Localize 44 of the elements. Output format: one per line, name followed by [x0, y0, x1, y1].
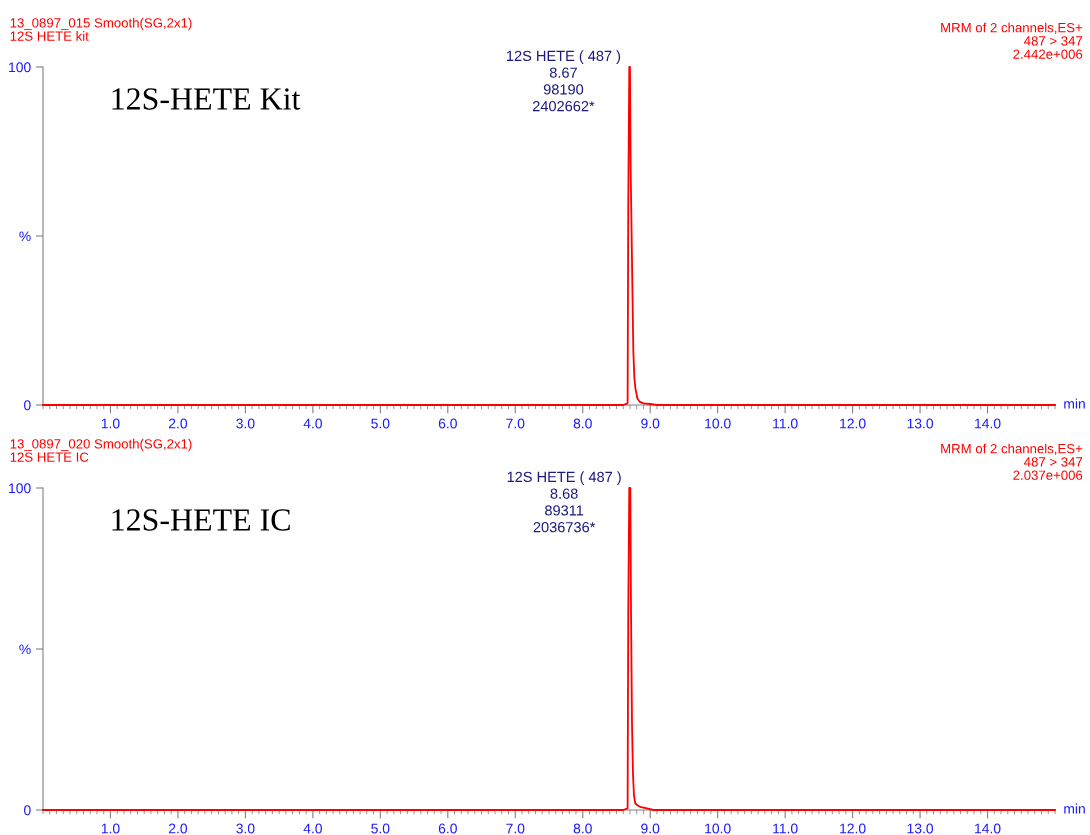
x-tick-label: 11.0	[773, 823, 798, 834]
x-tick-label: 5.0	[371, 823, 390, 834]
x-tick-label: 2.0	[168, 418, 188, 429]
x-tick-label: 7.0	[506, 418, 525, 429]
x-tick-label: 7.0	[506, 823, 525, 834]
x-tick-label: 8.0	[573, 823, 592, 834]
annotation: 12S HETE ( 487 ) 8.68 89311 2036736*	[507, 471, 621, 533]
x-tick-label: 12.0	[840, 823, 866, 834]
x-tick-label: 14.0	[975, 418, 1001, 429]
y-tick-label: 0	[24, 805, 31, 816]
chart-subtitle: 13_0897_015 Smooth(SG,2x1) 12S HETE kit	[10, 17, 192, 41]
x-tick-label: 13.0	[907, 823, 934, 834]
y-tick-label: 100	[9, 62, 31, 73]
x-tick-label: 13.0	[907, 418, 934, 429]
x-tick-label: 1.0	[101, 823, 120, 834]
x-tick-label: 12.0	[840, 418, 866, 429]
x-tick-label: 4.0	[303, 418, 322, 429]
x-tick-label: 3.0	[236, 418, 255, 429]
x-tick-label: 6.0	[438, 418, 457, 429]
x-tick-label: 10.0	[705, 418, 731, 429]
y-tick-label: %	[19, 231, 31, 242]
x-tick-label: 9.0	[641, 823, 660, 834]
annotation: 12S HETE ( 487 ) 8.67 98190 2402662*	[507, 50, 621, 112]
x-tick-label: 6.0	[438, 823, 457, 834]
x-tick-label: 1.0	[101, 418, 120, 429]
text: 12S-HETE IC	[112, 509, 290, 531]
y-tick-label: 0	[24, 400, 31, 411]
x-tick-label: 10.0	[705, 823, 731, 834]
x-tick-label: 14.0	[975, 823, 1001, 834]
x-tick-label: 4.0	[303, 823, 322, 834]
x-axis-title: min	[1064, 398, 1085, 409]
text: MRM of 2 channels,ES+ 487 > 347 2.037e+006	[941, 443, 1083, 480]
x-tick-label: 8.0	[573, 418, 592, 429]
x-axis-title: min	[1064, 803, 1085, 814]
x-tick-label: 11.0	[773, 418, 798, 429]
y-tick-label: %	[19, 644, 31, 655]
x-tick-label: 9.0	[641, 418, 660, 429]
y-tick-label: 100	[9, 483, 31, 494]
x-tick-label: 5.0	[371, 418, 390, 429]
x-tick-label: 2.0	[168, 823, 188, 834]
x-tick-label: 3.0	[236, 823, 255, 834]
chart-subtitle: 13_0897_020 Smooth(SG,2x1) 12S HETE IC	[10, 438, 192, 462]
text: MRM of 2 channels,ES+ 487 > 347 2.442e+006	[941, 22, 1083, 59]
text: 12S-HETE Kit	[112, 88, 301, 110]
